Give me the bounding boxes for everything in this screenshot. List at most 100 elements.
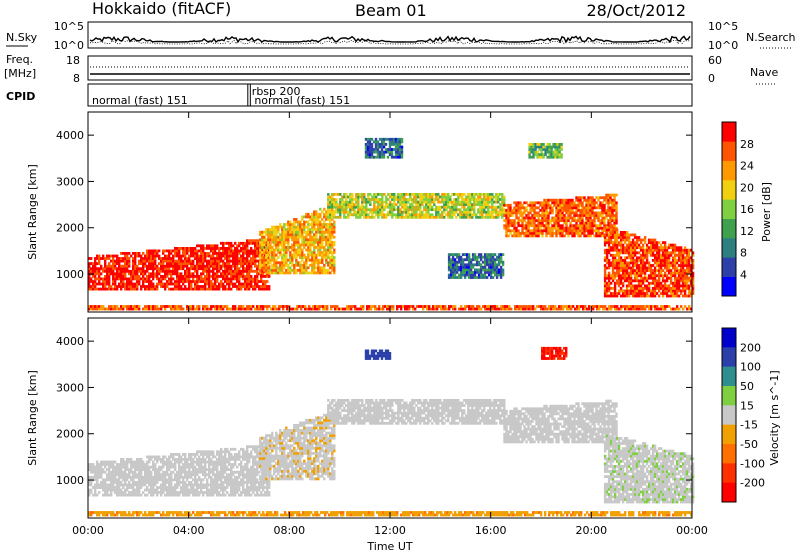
echo-cell <box>236 244 239 248</box>
echo-cell <box>546 155 549 159</box>
echo-cell <box>319 207 322 211</box>
echo-cell <box>691 279 695 283</box>
echo-cell <box>228 257 231 260</box>
echo-cell <box>453 268 457 272</box>
echo-cell <box>335 198 338 201</box>
echo-cell <box>387 203 390 206</box>
echo-cell <box>557 216 560 220</box>
echo-cell <box>230 254 233 258</box>
echo-cell <box>365 205 368 209</box>
echo-cell <box>589 234 592 238</box>
echo-cell <box>232 264 235 268</box>
echo-cell <box>144 259 147 263</box>
echo-cell <box>395 215 398 219</box>
echo-cell <box>583 198 586 202</box>
echo-cell <box>689 274 693 278</box>
echo-cell <box>321 238 324 242</box>
echo-cell <box>98 307 101 311</box>
echo-cell <box>627 243 631 247</box>
echo-cell <box>401 195 404 199</box>
echo-cell <box>186 262 189 265</box>
echo-cell <box>283 248 286 252</box>
echo-cell <box>384 150 388 154</box>
echo-cell <box>116 275 119 278</box>
echo-cell <box>631 256 635 260</box>
echo-cell <box>675 259 679 262</box>
echo-cell <box>275 238 278 242</box>
echo-cell <box>313 215 316 219</box>
echo-cell <box>659 259 663 262</box>
echo-cell <box>627 274 631 278</box>
echo-cell <box>178 277 181 281</box>
echo-cell <box>333 258 336 262</box>
echo-cell <box>287 225 290 229</box>
echo-cell <box>481 200 484 204</box>
echo-cell <box>297 268 300 272</box>
echo-cell <box>581 196 584 200</box>
echo-cell <box>525 214 528 217</box>
echo-cell <box>531 214 534 217</box>
echo-cell <box>538 148 541 151</box>
echo-cell <box>597 234 600 238</box>
echo-cell <box>230 259 233 263</box>
echo-cell <box>671 287 675 290</box>
echo-cell <box>569 214 572 217</box>
echo-cell <box>627 289 631 293</box>
echo-cell <box>230 275 233 278</box>
echo-cell <box>299 271 302 275</box>
echo-cell <box>128 285 131 288</box>
echo-cell <box>477 273 481 277</box>
echo-cell <box>611 243 615 247</box>
echo-cell <box>548 143 551 146</box>
echo-cell <box>427 203 430 206</box>
echo-cell <box>411 205 414 209</box>
echo-cell <box>152 275 155 278</box>
echo-cell <box>216 254 219 258</box>
echo-cell <box>370 155 374 159</box>
echo-cell <box>643 253 647 257</box>
echo-cell <box>382 143 386 146</box>
echo-cell <box>194 252 197 255</box>
echo-cell <box>134 287 137 291</box>
echo-cell <box>553 219 556 222</box>
echo-cell <box>601 206 604 210</box>
echo-cell <box>323 271 326 275</box>
echo-cell <box>565 203 568 207</box>
echo-cell <box>206 247 209 250</box>
echo-cell <box>503 200 506 204</box>
echo-cell <box>381 208 384 212</box>
echo-cell <box>146 285 149 288</box>
echo-cell <box>533 216 536 220</box>
echo-cell <box>275 266 278 270</box>
echo-cell <box>489 200 492 204</box>
echo-cell <box>317 215 320 219</box>
echo-cell <box>629 289 633 293</box>
echo-cell <box>499 203 502 206</box>
echo-cell <box>254 249 257 253</box>
echo-cell <box>613 193 616 197</box>
echo-cell <box>238 241 241 245</box>
echo-cell <box>453 253 457 256</box>
echo-cell <box>238 267 241 271</box>
echo-cell <box>605 294 609 298</box>
echo-cell <box>557 219 560 222</box>
echo-cell <box>605 228 609 232</box>
echo-cell <box>645 294 649 298</box>
echo-cell <box>250 275 253 278</box>
echo-cell <box>447 215 450 219</box>
echo-cell <box>212 275 215 278</box>
echo-cell <box>228 241 231 245</box>
echo-cell <box>573 214 576 217</box>
echo-cell <box>475 271 479 274</box>
echo-cell <box>647 238 651 242</box>
echo-cell <box>373 215 376 219</box>
echo-cell <box>479 273 483 277</box>
echo-cell <box>569 226 572 230</box>
echo-cell <box>655 274 659 278</box>
echo-cell <box>329 256 332 259</box>
echo-cell <box>607 224 610 228</box>
echo-cell <box>669 276 673 280</box>
echo-cell <box>269 230 272 234</box>
echo-cell <box>206 252 209 255</box>
echo-cell <box>319 212 322 216</box>
